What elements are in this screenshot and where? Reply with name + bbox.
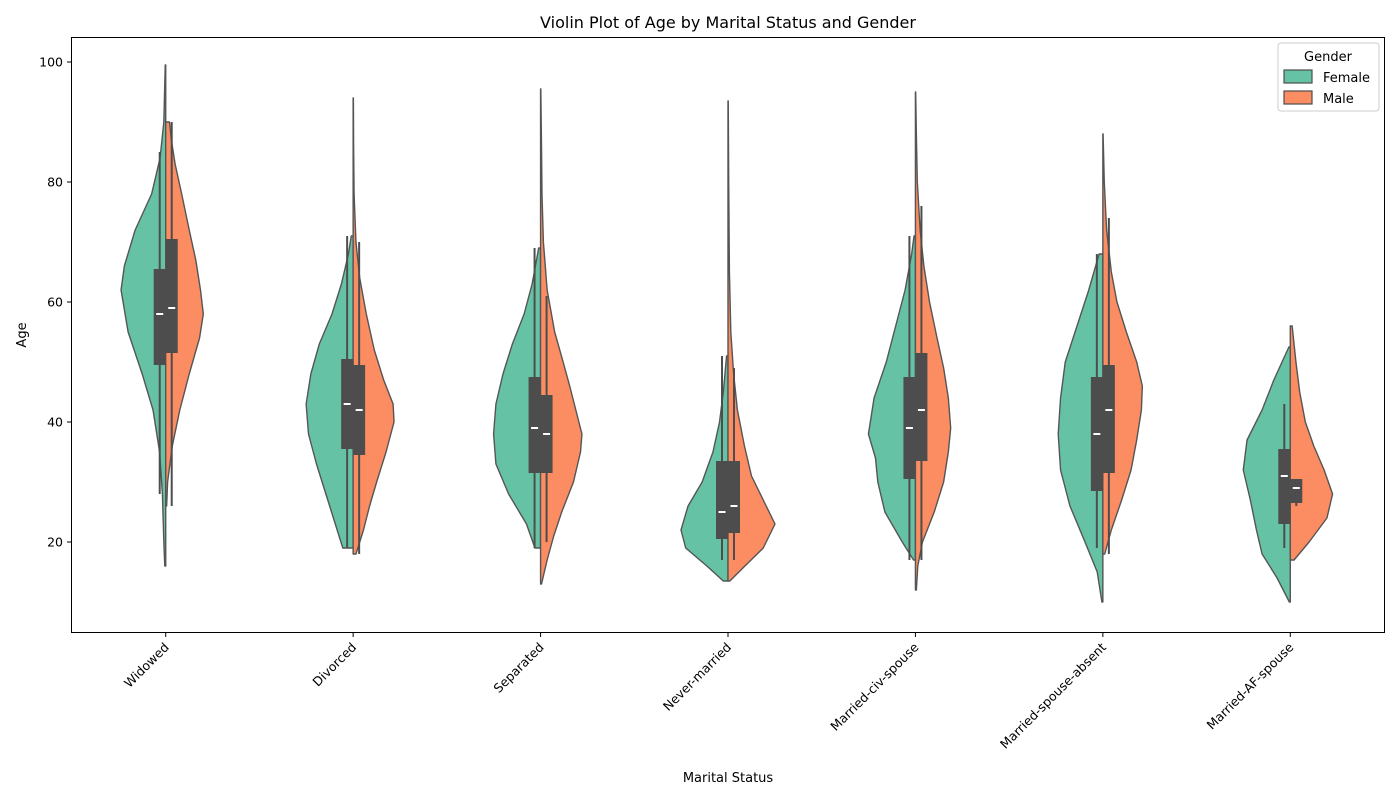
box-iqr-male-4 — [915, 353, 928, 461]
violin-male-4 — [914, 91, 952, 591]
y-tick-label-100: 100 — [39, 55, 63, 70]
y-tick-label-80: 80 — [47, 175, 63, 190]
legend-swatch-female — [1283, 69, 1313, 84]
box-iqr-male-0 — [165, 239, 178, 353]
violin-female-1 — [305, 235, 354, 549]
plot-area — [120, 64, 1334, 603]
legend: Gender Female Male — [1277, 42, 1380, 112]
legend-swatch-male — [1283, 90, 1313, 105]
x-axis-label: Marital Status — [683, 771, 774, 786]
box-iqr-female-3 — [716, 461, 728, 539]
box-iqr-female-0 — [153, 269, 166, 365]
box-iqr-female-6 — [1278, 449, 1291, 524]
y-tick-label-40: 40 — [47, 415, 63, 430]
box-iqr-male-3 — [728, 461, 740, 533]
legend-title: Gender — [1304, 50, 1353, 65]
legend-label-female: Female — [1323, 71, 1370, 86]
violin-female-6 — [1242, 346, 1291, 603]
chart-title: Violin Plot of Age by Marital Status and… — [540, 13, 916, 32]
box-iqr-male-6 — [1290, 479, 1303, 503]
y-tick-label-60: 60 — [47, 295, 63, 310]
violin-female-0 — [120, 64, 167, 567]
box-iqr-male-5 — [1102, 365, 1115, 473]
box-iqr-female-2 — [528, 377, 541, 473]
legend-label-male: Male — [1323, 92, 1354, 107]
y-axis-label: Age — [15, 322, 30, 347]
y-tick-label-20: 20 — [47, 535, 63, 550]
